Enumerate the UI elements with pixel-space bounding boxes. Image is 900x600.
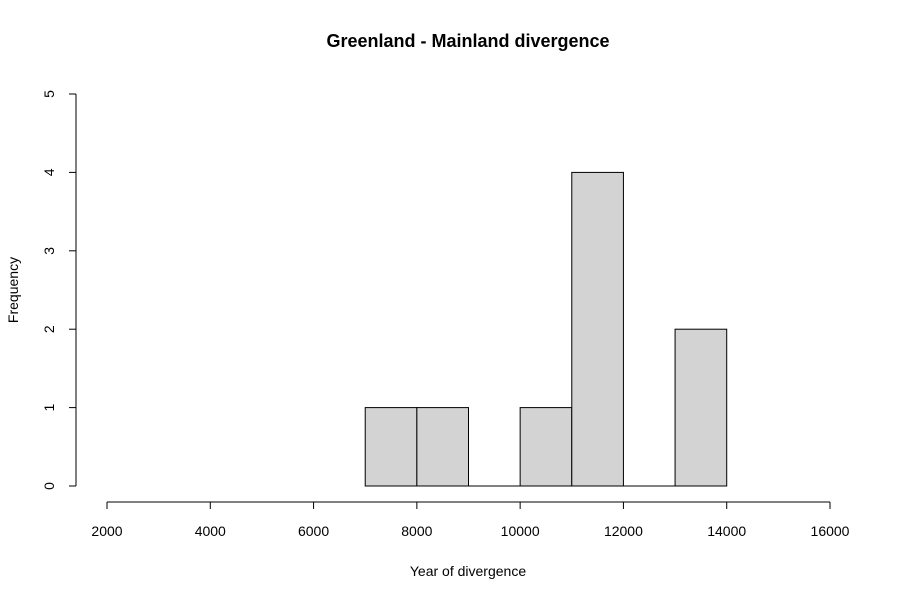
bars-group — [364, 171, 728, 487]
x-tick-label-4: 10000 — [501, 523, 540, 539]
x-tick-label-0: 2000 — [91, 523, 122, 539]
y-tick-label-5: 5 — [41, 90, 57, 98]
y-tick-label-4: 4 — [41, 168, 57, 176]
histogram-bar-0 — [364, 407, 418, 487]
x-tick-label-2: 6000 — [298, 523, 329, 539]
x-axis-title: Year of divergence — [410, 563, 526, 579]
y-axis-title: Frequency — [5, 257, 21, 323]
histogram-bar-4 — [571, 171, 624, 487]
histogram-bar-6 — [674, 328, 728, 487]
histogram-bar-1 — [416, 407, 470, 487]
x-tick-label-7: 16000 — [811, 523, 850, 539]
x-tick-label-6: 14000 — [707, 523, 746, 539]
chart-title: Greenland - Mainland divergence — [326, 31, 609, 51]
x-axis: 2000 4000 6000 8000 10000 12000 14000 16000 — [91, 501, 850, 539]
y-tick-label-2: 2 — [41, 325, 57, 333]
x-tick-label-5: 12000 — [604, 523, 643, 539]
x-tick-label-3: 8000 — [401, 523, 432, 539]
y-axis: 0 1 2 3 4 5 — [41, 90, 77, 490]
y-tick-label-0: 0 — [41, 482, 57, 490]
x-tick-label-1: 4000 — [195, 523, 226, 539]
y-tick-label-1: 1 — [41, 403, 57, 411]
y-tick-label-3: 3 — [41, 247, 57, 255]
histogram-bar-3 — [519, 407, 573, 487]
